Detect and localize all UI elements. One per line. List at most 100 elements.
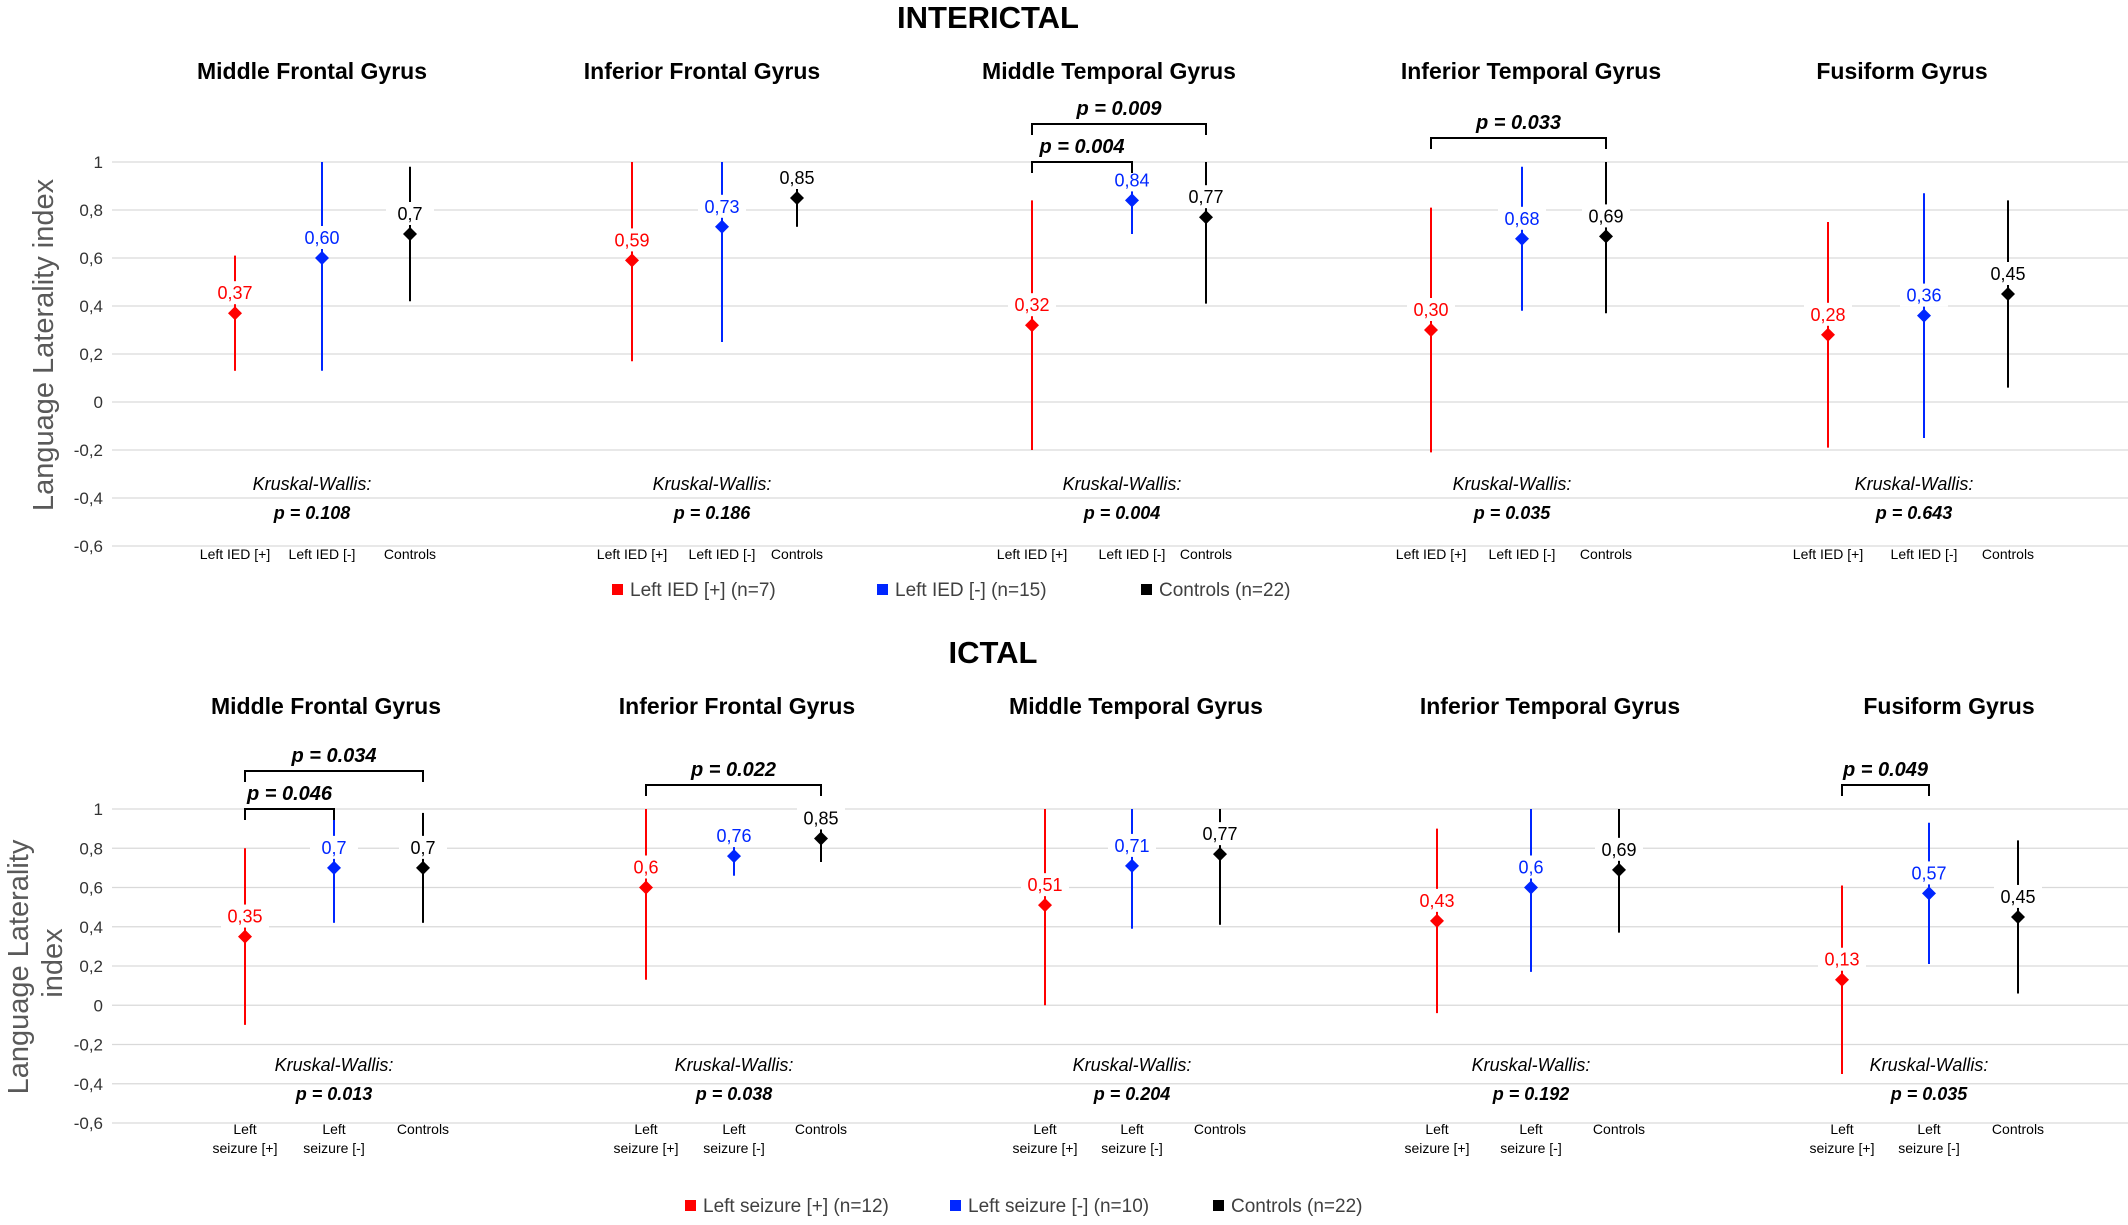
data-label-background <box>1905 861 1953 885</box>
data-label-background <box>773 166 821 189</box>
x-category-label: Left seizure [+] <box>1405 1121 1470 1156</box>
y-tick-label: 0,2 <box>79 957 103 976</box>
legend-entry: Controls (n=22) <box>1159 580 1290 601</box>
data-label-background <box>710 824 758 848</box>
kruskal-wallis-p-value: p = 0.108 <box>273 503 351 523</box>
x-category-label: Left seizure [-] <box>1898 1121 1959 1156</box>
data-point-marker <box>1038 898 1052 913</box>
data-label: 0,69 <box>1601 840 1636 860</box>
ictal-y-axis-label: Language Laterality index <box>3 832 69 1095</box>
data-point-marker <box>1199 210 1213 225</box>
legend-swatch <box>685 1200 696 1211</box>
x-category-label-line: Left <box>1120 1121 1143 1137</box>
legend-entry: Controls (n=22) <box>1231 1196 1362 1217</box>
y-tick-label: 0,4 <box>79 918 103 937</box>
data-label-background <box>1595 837 1643 861</box>
kruskal-wallis-label: Kruskal-Wallis: <box>675 1055 794 1075</box>
significance-label: p = 0.046 <box>246 783 333 805</box>
x-category-label: Left seizure [+] <box>614 1121 679 1156</box>
ictal-title: ICTAL <box>949 635 1038 670</box>
significance-label: p = 0.034 <box>290 745 376 767</box>
x-category-label: Controls <box>384 546 436 562</box>
kruskal-wallis-p-value: p = 0.204 <box>1093 1084 1171 1104</box>
y-tick-label: -0,6 <box>74 1114 103 1133</box>
ictal-middle-temporal-gyrus-title: Middle Temporal Gyrus <box>1009 693 1263 719</box>
x-category-label: Left IED [+] <box>597 546 667 562</box>
data-label: 0,57 <box>1911 863 1946 883</box>
x-category-label: Controls <box>795 1121 847 1137</box>
data-label-background <box>1582 204 1630 228</box>
x-category-label-line: seizure [-] <box>1898 1140 1959 1156</box>
data-label: 0,32 <box>1014 295 1049 315</box>
data-label-background <box>1804 302 1852 326</box>
kruskal-wallis-p-value: p = 0.035 <box>1473 503 1552 523</box>
x-category-label: Controls <box>1180 546 1232 562</box>
data-label-background <box>386 202 434 225</box>
significance-bracket <box>244 770 424 782</box>
interictal-middle-frontal-gyrus-title: Middle Frontal Gyrus <box>197 58 427 84</box>
x-category-label-line: Left <box>634 1121 657 1137</box>
kruskal-wallis-label: Kruskal-Wallis: <box>275 1055 394 1075</box>
data-point-marker <box>625 253 639 268</box>
data-label-background <box>698 194 746 218</box>
data-label-background <box>1413 888 1461 912</box>
data-label-background <box>1108 168 1156 192</box>
x-category-label-line: Left <box>1519 1121 1542 1137</box>
significance-label: p = 0.033 <box>1475 112 1561 134</box>
data-point-marker <box>1612 862 1626 877</box>
data-point-marker <box>416 860 430 875</box>
x-category-label: Controls <box>397 1121 449 1137</box>
kruskal-wallis-p-value: p = 0.035 <box>1890 1084 1969 1104</box>
data-label-background <box>1182 185 1230 209</box>
kruskal-wallis-label: Kruskal-Wallis: <box>1063 474 1182 494</box>
kruskal-wallis-label: Kruskal-Wallis: <box>1472 1055 1591 1075</box>
data-point-marker <box>1025 318 1039 333</box>
x-category-label: Left seizure [-] <box>303 1121 364 1156</box>
x-category-label-line: Left <box>1917 1121 1940 1137</box>
data-label: 0,45 <box>1990 264 2025 284</box>
y-tick-label: 0,2 <box>79 345 103 364</box>
significance-bracket <box>645 784 822 796</box>
data-label: 0,7 <box>397 204 422 224</box>
data-label-background <box>1818 947 1866 971</box>
y-tick-label: -0,2 <box>74 441 103 460</box>
x-category-label-line: seizure [+] <box>1405 1140 1470 1156</box>
x-category-label-line: Left <box>1830 1121 1853 1137</box>
data-point-marker <box>2001 287 2015 301</box>
significance-bracket <box>1031 161 1133 173</box>
x-category-label: Controls <box>1593 1121 1645 1137</box>
ictal-y-axis-label-line1: Language Laterality <box>3 839 35 1094</box>
data-label-background <box>298 226 346 249</box>
interictal-title: INTERICTAL <box>897 0 1079 35</box>
kruskal-wallis-p-value: p = 0.192 <box>1492 1084 1570 1104</box>
x-category-label: Left seizure [+] <box>213 1121 278 1156</box>
kruskal-wallis-label: Kruskal-Wallis: <box>1453 474 1572 494</box>
data-point-marker <box>315 251 329 265</box>
x-category-label: Controls <box>1982 546 2034 562</box>
x-category-label-line: seizure [-] <box>303 1140 364 1156</box>
data-label: 0,35 <box>227 907 262 927</box>
x-category-label-line: seizure [-] <box>703 1140 764 1156</box>
kruskal-wallis-p-value: p = 0.004 <box>1083 503 1161 523</box>
y-tick-label: 0,8 <box>79 201 103 220</box>
significance-bracket <box>1031 123 1207 135</box>
data-point-marker <box>1515 231 1529 246</box>
x-category-label-line: Left <box>1425 1121 1448 1137</box>
legend-swatch <box>950 1200 961 1211</box>
data-label: 0,73 <box>704 197 739 217</box>
data-label-background <box>1407 298 1455 321</box>
x-category-label: Controls <box>1580 546 1632 562</box>
x-category-label: Left IED [+] <box>997 546 1067 562</box>
x-category-label: Controls <box>771 546 823 562</box>
ictal-fusiform-gyrus-title: Fusiform Gyrus <box>1863 693 2034 719</box>
data-label: 0,59 <box>614 230 649 250</box>
data-point-marker <box>1599 229 1613 244</box>
legend-entry: Left seizure [-] (n=10) <box>968 1196 1149 1217</box>
significance-label: p = 0.009 <box>1075 98 1162 120</box>
data-point-marker <box>1424 323 1438 337</box>
significance-label: p = 0.049 <box>1842 759 1929 781</box>
data-label: 0,76 <box>716 826 751 846</box>
data-point-marker <box>1821 327 1835 342</box>
data-point-marker <box>790 191 804 205</box>
